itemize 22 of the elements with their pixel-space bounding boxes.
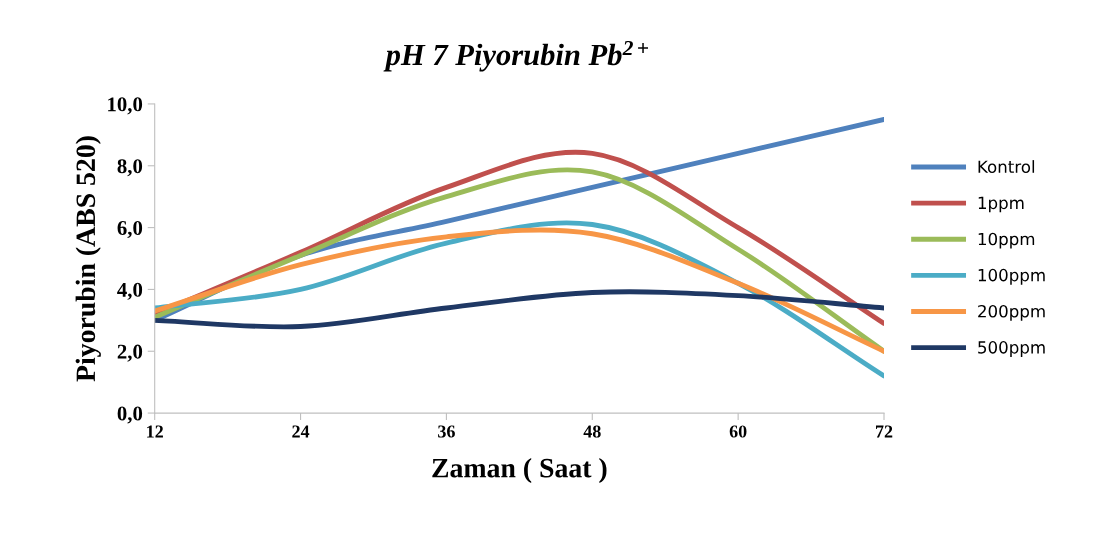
legend-label: 100ppm [978,268,1045,285]
y-tick-label: 10,0 [108,97,143,115]
legend-label: 1ppm [978,196,1024,213]
chart-title: pH 7 Piyorubin Pb$^{2+}$ [383,40,649,72]
line-series [154,289,884,330]
y-tick-label: 4,0 [117,282,143,300]
y-tick-label: 6,0 [117,220,143,239]
y-tick-label: 2,0 [117,344,143,362]
y-tick-label: 0,0 [117,406,143,424]
y-axis-title: Piyorubin (ABS 520) [75,136,101,382]
x-tick-label: 48 [583,425,601,438]
x-tick-label: 24 [292,425,310,438]
legend-label: Kontrol [978,160,1035,174]
x-axis-title: Zaman ( Saat ) [432,457,607,484]
legend-label: 10ppm [978,232,1035,249]
x-tick-label: 12 [147,425,163,438]
x-tick-label: 36 [438,425,455,438]
x-tick-label: 60 [729,425,747,438]
legend-label: 500ppm [978,341,1045,357]
y-tick-label: 8,0 [117,159,143,177]
legend-label: 200ppm [978,304,1045,321]
x-tick-label: 72 [876,425,893,438]
